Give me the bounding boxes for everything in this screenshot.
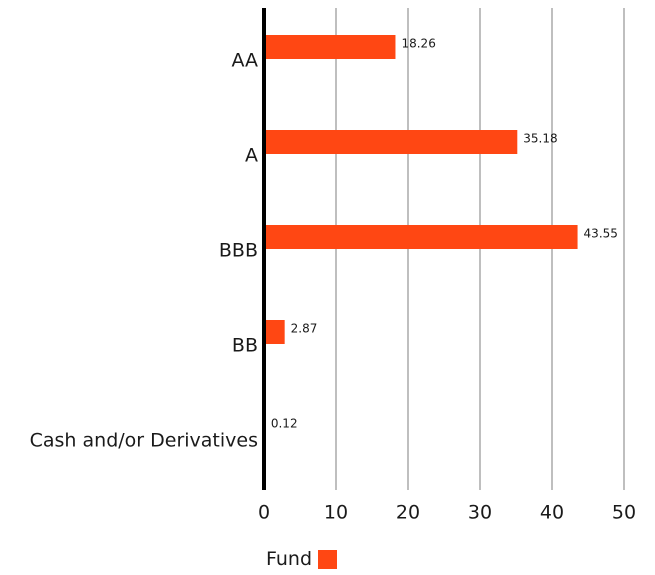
category-label: BBB <box>219 240 258 262</box>
legend-swatch-fund <box>318 549 338 569</box>
x-tick-label: 10 <box>324 502 348 524</box>
category-label: AA <box>231 50 258 72</box>
x-tick-label: 30 <box>468 502 492 524</box>
data-label: 2.87 <box>291 322 318 336</box>
bar <box>264 320 285 344</box>
x-tick-label: 20 <box>396 502 420 524</box>
category-label: Cash and/or Derivatives <box>30 430 258 452</box>
bar <box>264 130 518 154</box>
data-label: 0.12 <box>271 417 298 431</box>
legend-label: Fund <box>266 548 313 570</box>
data-label: 18.26 <box>401 37 435 51</box>
bar-chart: 0 10 20 30 40 50 18.26 AA 35.18 A 43.55 BBB 2.87 BB 0.… <box>30 8 636 524</box>
category-label: BB <box>232 335 258 357</box>
x-tick-label: 50 <box>612 502 636 524</box>
x-tick-label: 40 <box>540 502 564 524</box>
x-tick-label: 0 <box>258 502 270 524</box>
category-label: A <box>245 145 258 167</box>
bar <box>264 35 396 59</box>
data-label: 43.55 <box>584 227 618 241</box>
legend: Fund <box>266 548 338 570</box>
bar <box>264 225 578 249</box>
data-label: 35.18 <box>523 132 557 146</box>
